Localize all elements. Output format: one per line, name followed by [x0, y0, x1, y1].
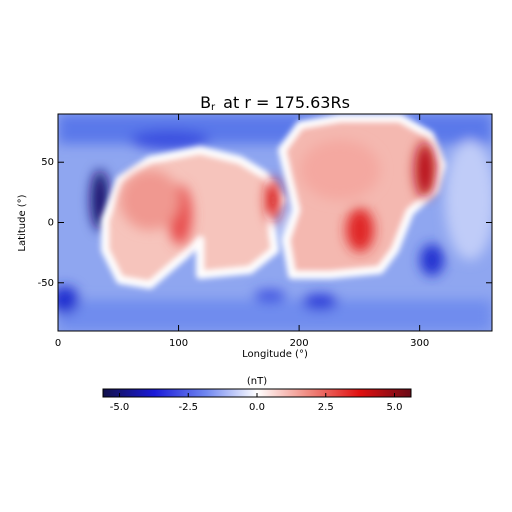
title-subscript: r: [211, 102, 216, 113]
region-core: [120, 170, 180, 230]
field-spot: [420, 244, 444, 276]
title-symbol: B: [200, 93, 211, 112]
title-text: at r = 175.63Rs: [223, 93, 350, 112]
x-tick-label: 100: [169, 338, 188, 349]
field-spot: [254, 290, 286, 302]
colorbar-tick-label: 5.0: [387, 402, 403, 413]
region-core: [266, 178, 280, 222]
region-core: [346, 208, 374, 252]
region-core: [415, 142, 435, 198]
positive-region: [101, 114, 446, 289]
region-cores: [120, 140, 435, 252]
colorbar-tick-label: -5.0: [110, 402, 130, 413]
y-tick-label: 0: [48, 218, 54, 229]
field-spot: [445, 140, 492, 260]
x-tick-label: 200: [290, 338, 309, 349]
field-spot: [58, 286, 79, 314]
chart-title: Br at r = 175.63Rs: [200, 93, 350, 114]
y-tick-label: 50: [41, 157, 54, 168]
x-axis-label: Longitude (°): [242, 349, 308, 360]
x-tick-label: 0: [55, 338, 61, 349]
colorbar-tick-label: 0.0: [249, 402, 265, 413]
field-band: [58, 300, 492, 331]
region-core: [300, 140, 380, 200]
colorbar-tick-label: 2.5: [318, 402, 334, 413]
field-spot: [130, 130, 210, 150]
x-tick-label: 300: [410, 338, 429, 349]
y-tick-label: -50: [38, 278, 54, 289]
field: [58, 114, 492, 331]
field-spot: [302, 294, 338, 310]
colorbar-label: (nT): [247, 376, 267, 387]
colorbar-tick-label: -2.5: [178, 402, 198, 413]
y-axis-label: Latitude (°): [17, 194, 28, 251]
